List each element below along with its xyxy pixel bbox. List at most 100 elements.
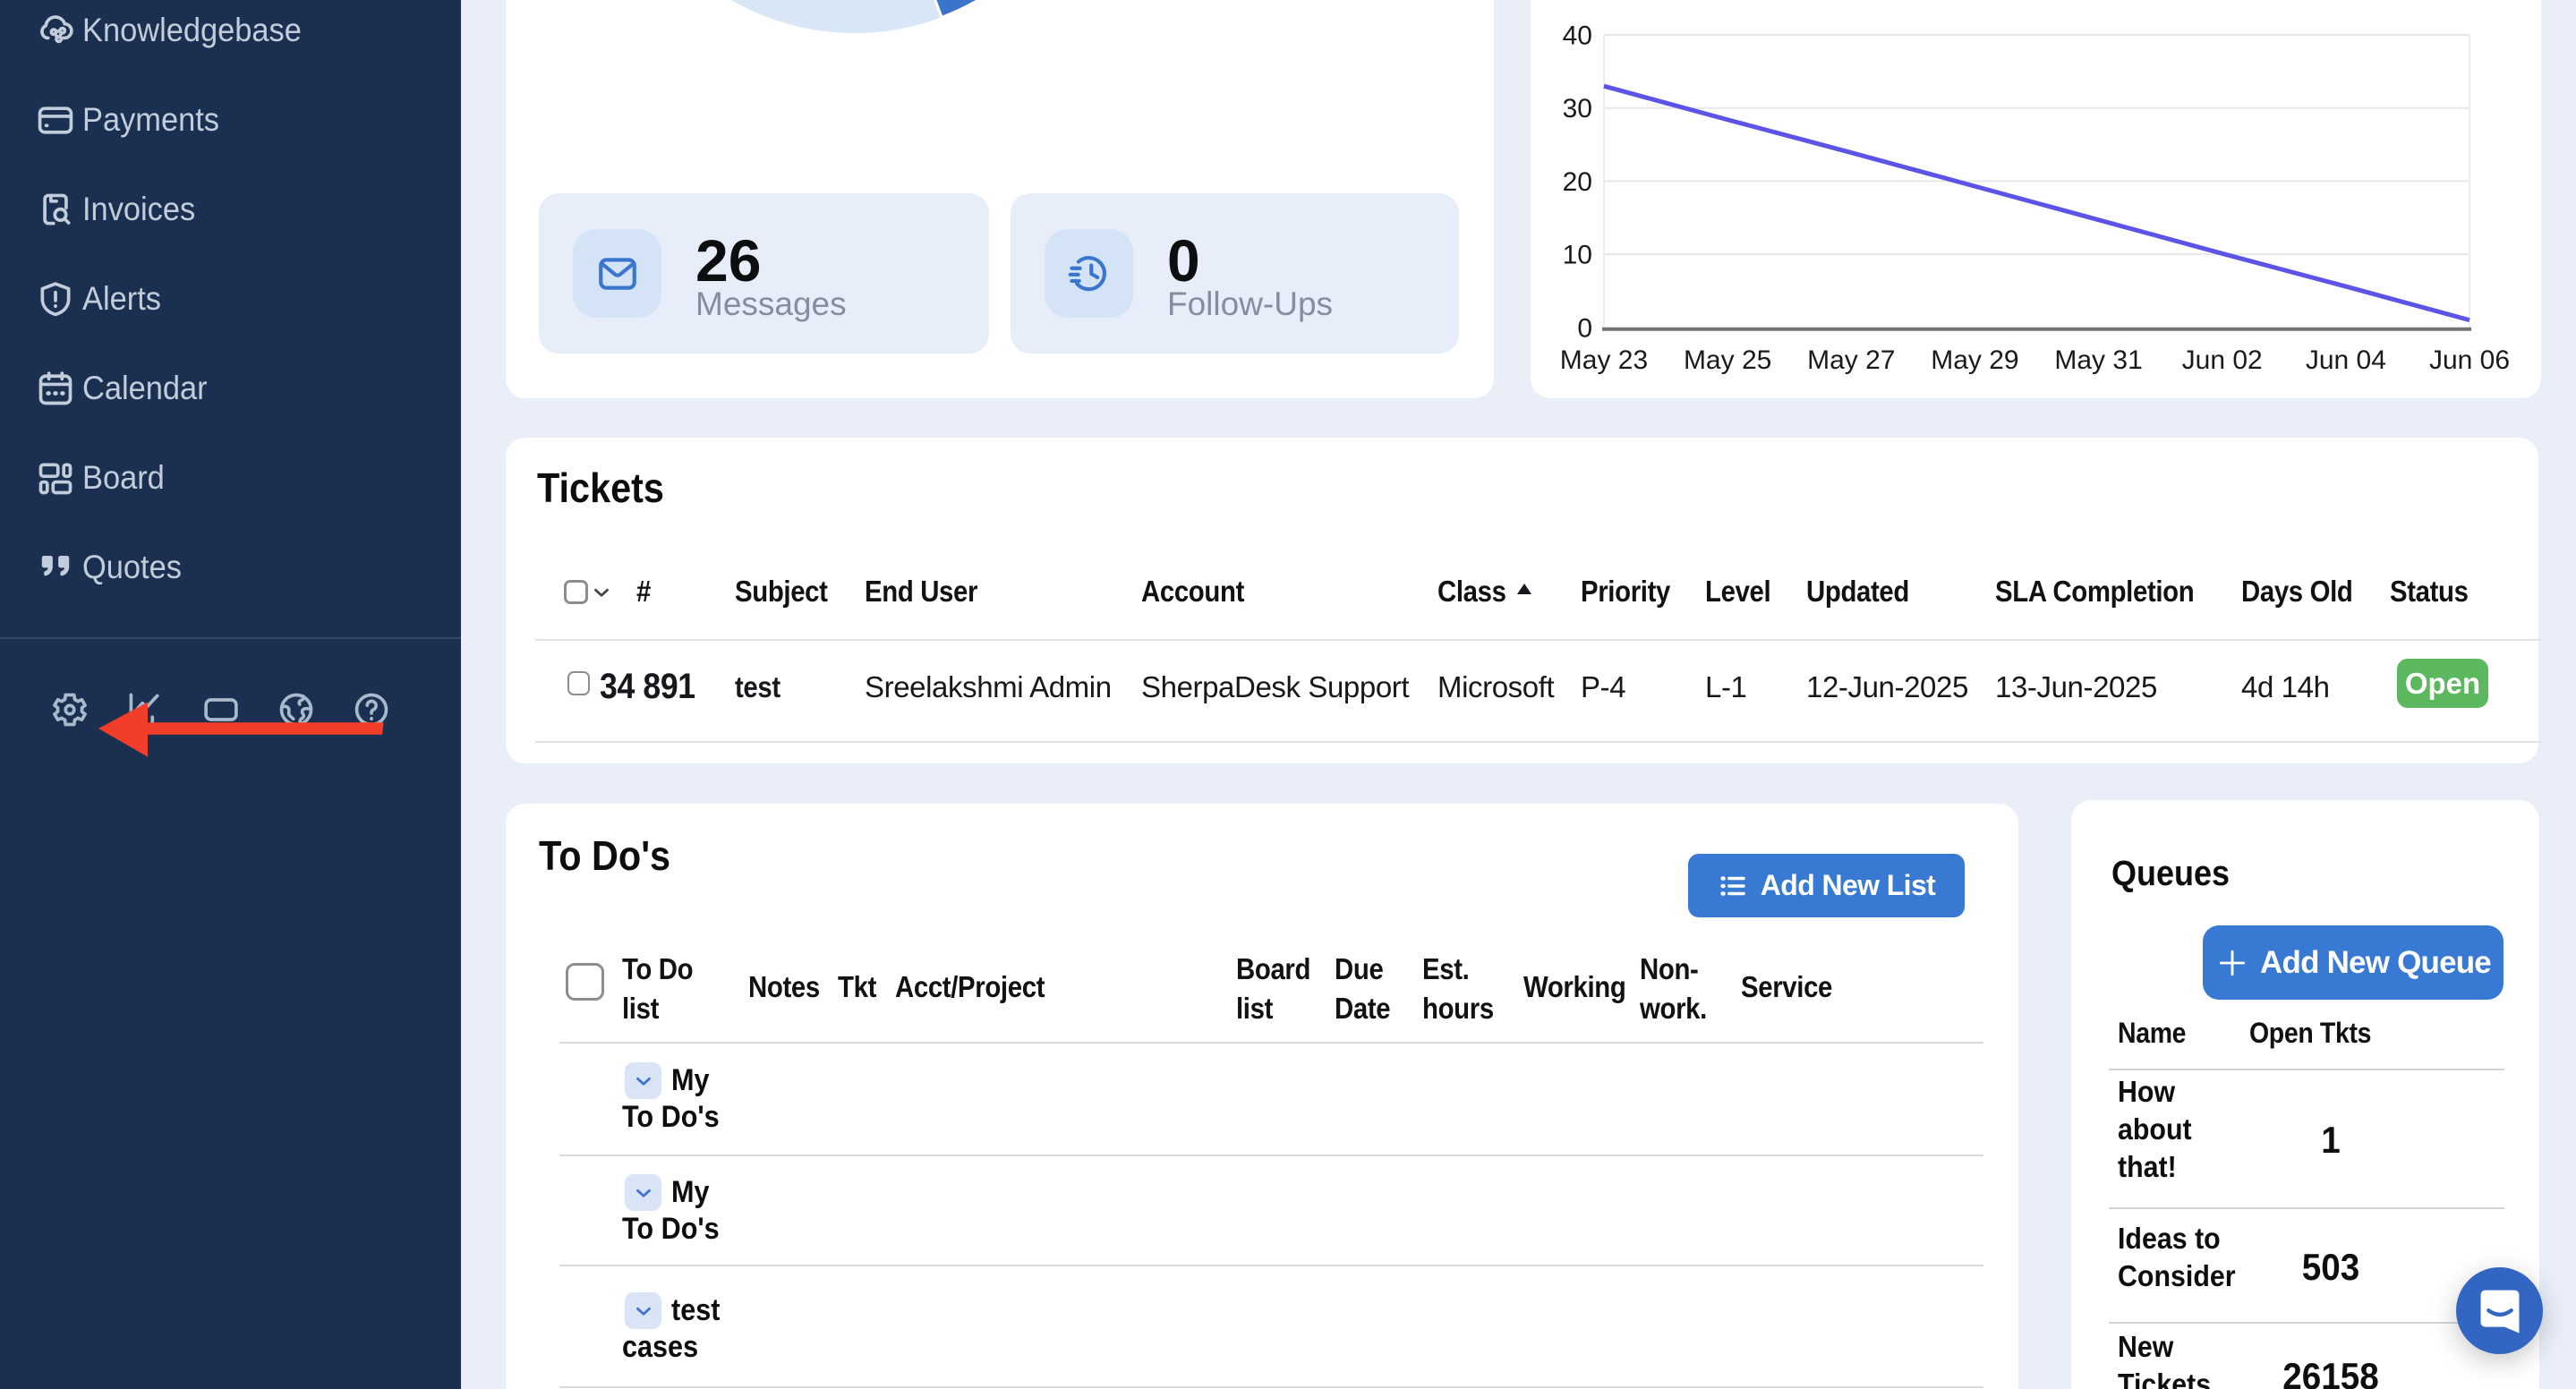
globe-icon[interactable] (277, 690, 318, 731)
todo-list-name[interactable]: My (671, 1175, 710, 1209)
help-icon[interactable] (352, 690, 393, 731)
add-new-list-button[interactable]: Add New List (1688, 854, 1965, 917)
kiosk-icon[interactable] (201, 690, 243, 731)
todos-col-nonwork[interactable]: Non-work. (1640, 952, 1707, 1025)
chat-launcher-button[interactable] (2456, 1267, 2543, 1354)
queue-name[interactable]: How about that! (2118, 1075, 2192, 1183)
queues-col-name[interactable]: Name (2118, 1017, 2187, 1049)
tickets-col-enduser[interactable]: End User (865, 575, 978, 608)
tickets-col-updated[interactable]: Updated (1806, 575, 1909, 608)
tickets-col-level[interactable]: Level (1705, 575, 1771, 608)
donut-chart (731, 0, 981, 33)
svg-text:May 25: May 25 (1684, 345, 1771, 375)
todos-col-todolist[interactable]: To Do list (622, 952, 694, 1025)
todo-list-name-line2[interactable]: cases (622, 1330, 699, 1364)
select-dropdown-chevron[interactable] (590, 581, 613, 604)
todo-list-expand-chevron[interactable] (625, 1174, 661, 1211)
queues-title: Queues (2111, 854, 2231, 893)
queue-name[interactable]: New Tickets (2118, 1330, 2212, 1389)
queue-name[interactable]: Ideas to Consider (2118, 1222, 2236, 1292)
ticket-subject[interactable]: test (735, 670, 780, 703)
todos-select-all-checkbox[interactable] (566, 963, 604, 1001)
settings-icon[interactable] (50, 690, 91, 731)
todo-list-name-line2[interactable]: To Do's (622, 1100, 720, 1134)
table-row-separator (2109, 1207, 2504, 1209)
todos-col-service[interactable]: Service (1741, 970, 1833, 1003)
svg-text:20: 20 (1563, 167, 1592, 197)
todo-list-expand-chevron[interactable] (625, 1292, 661, 1329)
followups-label: Follow-Ups (1167, 285, 1334, 322)
overview-card: 26 Messages 0 Follow-Ups (506, 0, 1494, 398)
todos-col-esthours[interactable]: Est. hours (1422, 952, 1494, 1025)
svg-text:40: 40 (1563, 21, 1592, 51)
add-new-queue-button[interactable]: Add New Queue (2203, 925, 2503, 1000)
ticket-days-old: 4d 14h (2241, 670, 2330, 703)
sidebar-item-board[interactable]: Board (0, 433, 461, 523)
svg-text:May 27: May 27 (1807, 345, 1895, 375)
todos-col-notes[interactable]: Notes (748, 970, 820, 1003)
tickets-col-subject[interactable]: Subject (735, 575, 828, 608)
sidebar-item-payments[interactable]: Payments (0, 75, 461, 165)
svg-text:May 31: May 31 (2054, 345, 2142, 375)
sidebar-item-alerts[interactable]: Alerts (0, 254, 461, 344)
ticket-level: L-1 (1705, 670, 1747, 703)
quotes-icon (36, 548, 75, 587)
row-checkbox[interactable] (567, 671, 590, 695)
sidebar-item-invoices[interactable]: Invoices (0, 165, 461, 254)
select-all-checkbox[interactable] (564, 580, 588, 604)
tickets-col-priority[interactable]: Priority (1581, 575, 1670, 608)
todos-col-working[interactable]: Working (1523, 970, 1626, 1003)
todos-col-duedate[interactable]: Due Date (1335, 952, 1391, 1025)
ticket-status-badge[interactable]: Open (2397, 659, 2488, 708)
messages-stat-tile[interactable]: 26 Messages (539, 193, 989, 354)
line-chart: 0 10 20 30 40 May 23 May 25 May 27 May 29 May 31 J… (1560, 21, 2510, 375)
todos-col-boardlist[interactable]: Board list (1236, 952, 1311, 1025)
sidebar-item-label: Board (82, 459, 165, 496)
envelope-icon (573, 229, 661, 318)
todo-list-expand-chevron[interactable] (625, 1062, 661, 1099)
invoices-icon (36, 190, 75, 229)
queue-open-tickets: 503 (2301, 1246, 2360, 1288)
queues-card: Queues Add New Queue Name Open Tkts How ab… (2071, 800, 2539, 1389)
ticket-number[interactable]: 34 891 (600, 667, 695, 706)
todo-list-name[interactable]: My (671, 1063, 710, 1097)
clock-history-icon (1045, 229, 1133, 318)
table-row-separator (559, 1386, 1983, 1388)
sidebar-item-calendar[interactable]: Calendar (0, 344, 461, 433)
knowledgebase-icon (36, 11, 75, 50)
sidebar-item-quotes[interactable]: Quotes (0, 523, 461, 612)
tickets-col-[interactable]: # (636, 575, 651, 608)
svg-text:Jun 06: Jun 06 (2429, 345, 2510, 375)
table-header-separator (535, 639, 2541, 641)
svg-text:0: 0 (1577, 313, 1592, 343)
payments-icon (36, 100, 75, 140)
messages-label: Messages (695, 285, 847, 322)
sort-asc-icon (1516, 584, 1531, 594)
todos-col-acctproject[interactable]: Acct/Project (895, 970, 1045, 1003)
messages-count: 26 (695, 227, 762, 294)
table-row-separator (535, 741, 2541, 743)
tickets-col-slacompletion[interactable]: SLA Completion (1995, 575, 2195, 608)
todos-card: To Do's Add New List To Do list Notes Tkt Ac… (506, 804, 2018, 1389)
ticket-sla-completion: 13-Jun-2025 (1995, 670, 2157, 703)
todos-col-tkt[interactable]: Tkt (838, 970, 876, 1003)
svg-text:30: 30 (1563, 94, 1592, 124)
followups-stat-tile[interactable]: 0 Follow-Ups (1011, 193, 1459, 354)
todo-list-name[interactable]: test (671, 1293, 721, 1327)
tickets-col-daysold[interactable]: Days Old (2241, 575, 2353, 608)
followups-count: 0 (1167, 227, 1200, 294)
table-header-separator (559, 1042, 1983, 1044)
sidebar: Knowledgebase Payments Invoices Alerts C… (0, 0, 461, 1389)
tickets-col-class[interactable]: Class (1437, 576, 1532, 607)
queues-col-opentkts[interactable]: Open Tkts (2249, 1017, 2372, 1049)
line-chart-card: 0 10 20 30 40 May 23 May 25 May 27 May 29 May 31 J… (1531, 0, 2541, 398)
queue-open-tickets: 26158 (2282, 1355, 2379, 1389)
tickets-col-account[interactable]: Account (1141, 575, 1244, 608)
tickets-col-status[interactable]: Status (2390, 575, 2469, 608)
ticket-class: Microsoft (1437, 670, 1555, 703)
analytics-icon[interactable] (125, 690, 166, 731)
todo-list-name-line2[interactable]: To Do's (622, 1212, 720, 1246)
svg-text:Jun 02: Jun 02 (2182, 345, 2263, 375)
sidebar-item-knowledgebase[interactable]: Knowledgebase (0, 0, 461, 75)
svg-text:10: 10 (1563, 241, 1592, 270)
